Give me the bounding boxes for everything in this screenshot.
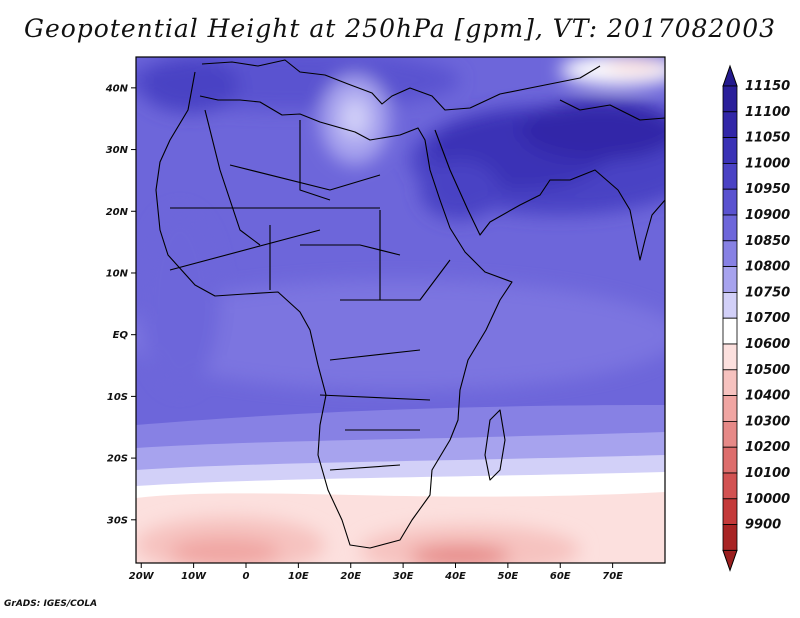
colorbar-label: 11000 <box>745 156 790 171</box>
lon-tick-label: 0 <box>243 571 250 582</box>
colorbar-label: 11100 <box>745 105 790 120</box>
colorbar-label: 10600 <box>745 337 790 352</box>
colorbar-label: 10700 <box>745 311 790 326</box>
map-axes: 40N 30N 20N 10N EQ 10S 20S 30S 20W 10W 0 10E 20E 30E 4… <box>105 83 623 582</box>
lon-tick-label: 10E <box>288 571 309 582</box>
lon-tick-label: 40E <box>444 571 466 582</box>
colorbar-label: 10900 <box>745 208 790 223</box>
colorbar: 11150 11100 11050 11000 10950 10900 10850 10800… <box>722 64 790 572</box>
colorbar-bottom-arrow <box>722 549 738 572</box>
lat-tick-label: 10S <box>107 392 128 403</box>
colorbar-swatch <box>722 317 738 345</box>
lat-tick-label: EQ <box>113 330 129 341</box>
colorbar-swatch <box>722 369 738 396</box>
colorbar-label: 10100 <box>745 466 790 481</box>
colorbar-top-arrow <box>722 64 738 87</box>
colorbar-label: 10300 <box>745 414 790 429</box>
colorbar-swatch <box>722 343 738 371</box>
lon-tick-label: 50E <box>497 571 518 582</box>
lon-tick-label: 20E <box>340 571 361 582</box>
lon-tick-label: 70E <box>602 571 623 582</box>
colorbar-swatch <box>722 85 738 113</box>
lat-tick-label: 30S <box>107 515 128 526</box>
colorbar-swatch <box>722 420 738 448</box>
colorbar-swatch <box>722 472 738 500</box>
colorbar-label: 10200 <box>745 440 790 455</box>
lon-tick-label: 30E <box>393 571 414 582</box>
colorbar-label: 11150 <box>745 79 790 94</box>
colorbar-label: 10400 <box>745 389 790 404</box>
colorbar-swatch <box>722 240 738 268</box>
colorbar-label: 11050 <box>745 131 790 146</box>
colorbar-label: 9900 <box>745 518 781 533</box>
colorbar-swatch <box>722 498 738 525</box>
plot-frame <box>135 56 666 564</box>
colorbar-swatch <box>722 266 738 293</box>
colorbar-swatch <box>722 111 738 139</box>
height-field <box>136 57 665 563</box>
lat-tick-label: 20N <box>106 207 129 218</box>
colorbar-label: 10800 <box>745 260 790 275</box>
colorbar-swatch <box>722 188 738 216</box>
colorbar-swatch <box>722 446 738 474</box>
lon-tick-label: 20W <box>129 571 155 582</box>
colorbar-swatch <box>722 162 738 190</box>
map-title: Geopotential Height at 250hPa [gpm], VT:… <box>23 14 777 43</box>
lon-tick-label: 60E <box>550 571 571 582</box>
colorbar-swatch <box>722 524 738 551</box>
lat-tick-label: 30N <box>106 145 129 156</box>
colorbar-label: 10000 <box>745 492 790 507</box>
colorbar-label: 10950 <box>745 182 790 197</box>
colorbar-swatch <box>722 137 738 164</box>
lat-tick-label: 40N <box>105 83 129 94</box>
lat-tick-label: 20S <box>107 454 128 465</box>
colorbar-label: 10500 <box>745 363 790 378</box>
colorbar-swatch <box>722 214 738 242</box>
colorbar-swatch <box>722 395 738 422</box>
grads-credit: GrADS: IGES/COLA <box>4 599 98 609</box>
colorbar-swatch <box>722 291 738 319</box>
colorbar-label: 10750 <box>745 285 790 300</box>
colorbar-label: 10850 <box>745 234 790 249</box>
lat-tick-label: 10N <box>106 268 129 279</box>
lon-tick-label: 10W <box>181 571 207 582</box>
